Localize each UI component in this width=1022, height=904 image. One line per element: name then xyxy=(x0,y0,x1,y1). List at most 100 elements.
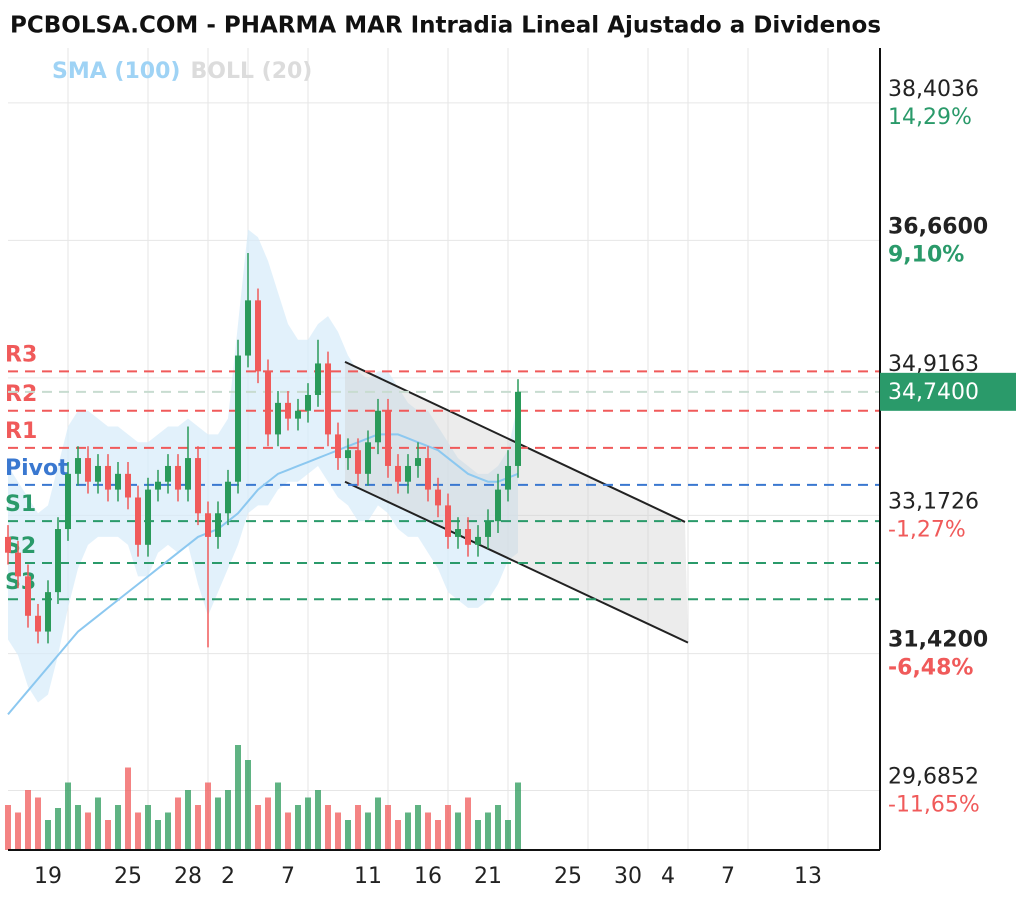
candle-body xyxy=(35,615,41,632)
candle-body xyxy=(175,465,181,490)
candle-body xyxy=(215,513,221,537)
y-tick-pct: 14,29% xyxy=(888,105,972,130)
volume-bar xyxy=(5,805,11,850)
candle-body xyxy=(145,489,151,545)
candle-body xyxy=(205,513,211,537)
x-tick-label: 25 xyxy=(554,864,582,889)
plot: 19 25 28 2 7 11 16 21 25 30 4 7 13 38,4036 14,29% 36,66… xyxy=(5,48,1016,889)
legend-entry: SMA (100) xyxy=(52,59,180,84)
volume-bar xyxy=(335,812,341,850)
volume-bar xyxy=(135,812,141,850)
bollinger-band xyxy=(8,229,518,703)
chart-title: PCBOLSA.COM - PHARMA MAR Intradia Lineal… xyxy=(10,13,881,39)
volume-bar xyxy=(475,820,481,850)
candle-body xyxy=(95,465,101,482)
x-tick-label: 13 xyxy=(794,864,822,889)
candle-body xyxy=(115,473,121,490)
x-tick-label: 11 xyxy=(354,864,382,889)
candle-body xyxy=(505,465,511,490)
channel-lower xyxy=(344,480,689,644)
volume-bar xyxy=(155,820,161,850)
volume-bar xyxy=(265,797,271,850)
volume-bar xyxy=(505,820,511,850)
y-tick-pct: -1,27% xyxy=(888,517,966,542)
x-tick-label: 4 xyxy=(661,864,675,889)
pivot-label: R1 xyxy=(5,419,37,444)
y-tick-label: 31,4200 xyxy=(888,628,988,653)
x-tick-label: 25 xyxy=(114,864,142,889)
channel-fill xyxy=(345,361,688,643)
volume-bar xyxy=(395,820,401,850)
legend-entry: BOLL (20) xyxy=(190,59,312,84)
candle-body xyxy=(465,529,471,545)
candle-body xyxy=(395,465,401,482)
candle-body xyxy=(225,481,231,514)
volume-bar xyxy=(45,820,51,850)
candle-body xyxy=(185,458,191,490)
x-tick-label: 7 xyxy=(721,864,735,889)
x-tick-label: 2 xyxy=(221,864,235,889)
x-tick-label: 28 xyxy=(174,864,202,889)
volume-bar xyxy=(515,782,521,850)
x-tick-label: 16 xyxy=(414,864,442,889)
y-tick-pct: -11,65% xyxy=(888,792,980,817)
y-tick-pct: 9,10% xyxy=(888,242,964,267)
volume-bar xyxy=(285,812,291,850)
candle-body xyxy=(425,458,431,490)
volume-bar xyxy=(405,812,411,850)
candle-body xyxy=(295,410,301,419)
pivot-label: R2 xyxy=(5,382,37,407)
volume-bar xyxy=(95,797,101,850)
x-tick-label: 30 xyxy=(614,864,642,889)
pivot-label: R3 xyxy=(5,342,37,367)
candle-body xyxy=(445,505,451,537)
candle-body xyxy=(325,363,331,435)
candle-body xyxy=(455,529,461,537)
volume-bar xyxy=(305,797,311,850)
candle-body xyxy=(45,592,51,632)
volume-bar xyxy=(205,782,211,850)
pivot-label: S1 xyxy=(5,492,36,517)
y-tick-label: 34,9163 xyxy=(888,352,979,377)
volume-bar xyxy=(55,808,61,850)
volume-bar xyxy=(165,812,171,850)
candle-body xyxy=(365,442,371,474)
last-price-box xyxy=(880,372,1016,411)
volume-bar xyxy=(25,790,31,850)
volume-bar xyxy=(355,805,361,850)
candle-body xyxy=(335,434,341,459)
volume-bar xyxy=(105,820,111,850)
y-tick-label: 36,6600 xyxy=(888,214,988,239)
volume-bar xyxy=(385,805,391,850)
candle-body xyxy=(495,489,501,522)
volume-bar xyxy=(375,797,381,850)
volume-bar xyxy=(485,812,491,850)
volume-bar xyxy=(145,805,151,850)
candle-body xyxy=(415,458,421,466)
volume-bar xyxy=(235,745,241,850)
candle-body xyxy=(385,410,391,466)
candle-body xyxy=(305,394,311,411)
volume-bar xyxy=(315,790,321,850)
volume-bar xyxy=(365,812,371,850)
y-tick-pct: -6,48% xyxy=(888,656,973,681)
candle-body xyxy=(515,391,521,466)
candle-body xyxy=(25,576,31,616)
candle-body xyxy=(135,497,141,545)
candle-body xyxy=(125,473,131,498)
y-tick-label: 29,6852 xyxy=(888,764,979,789)
pivot-label: Pivot xyxy=(5,456,69,481)
x-tick-label: 7 xyxy=(281,864,295,889)
candle-body xyxy=(405,465,411,482)
y-tick-label: 38,4036 xyxy=(888,77,979,102)
candle-body xyxy=(435,489,441,506)
volume-bar xyxy=(425,812,431,850)
volume-bar xyxy=(435,820,441,850)
candle-body xyxy=(285,402,291,419)
volume-bar xyxy=(455,812,461,850)
volume-bar xyxy=(465,797,471,850)
volume-bar xyxy=(495,805,501,850)
volume-bar xyxy=(445,805,451,850)
candle-body xyxy=(355,450,361,474)
sma-line xyxy=(7,433,519,716)
